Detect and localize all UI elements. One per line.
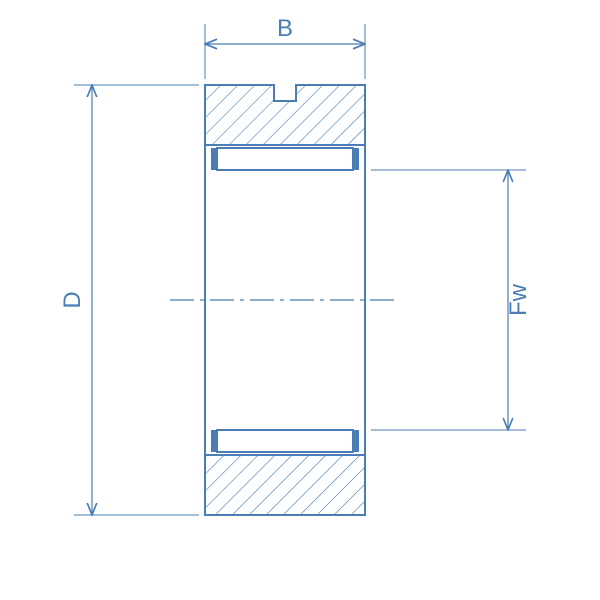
label-inner-dia: Fw xyxy=(505,283,532,316)
label-width: B xyxy=(277,15,293,42)
label-outer-dia: D xyxy=(59,291,86,308)
